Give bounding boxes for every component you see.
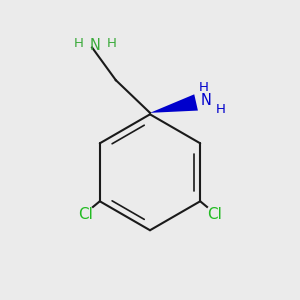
Text: Cl: Cl (78, 207, 93, 222)
Text: H: H (216, 103, 226, 116)
Text: H: H (106, 37, 116, 50)
Text: N: N (201, 94, 212, 109)
Text: Cl: Cl (207, 207, 222, 222)
Text: H: H (74, 37, 84, 50)
Text: N: N (90, 38, 101, 52)
Text: H: H (199, 81, 209, 94)
Polygon shape (150, 94, 198, 113)
